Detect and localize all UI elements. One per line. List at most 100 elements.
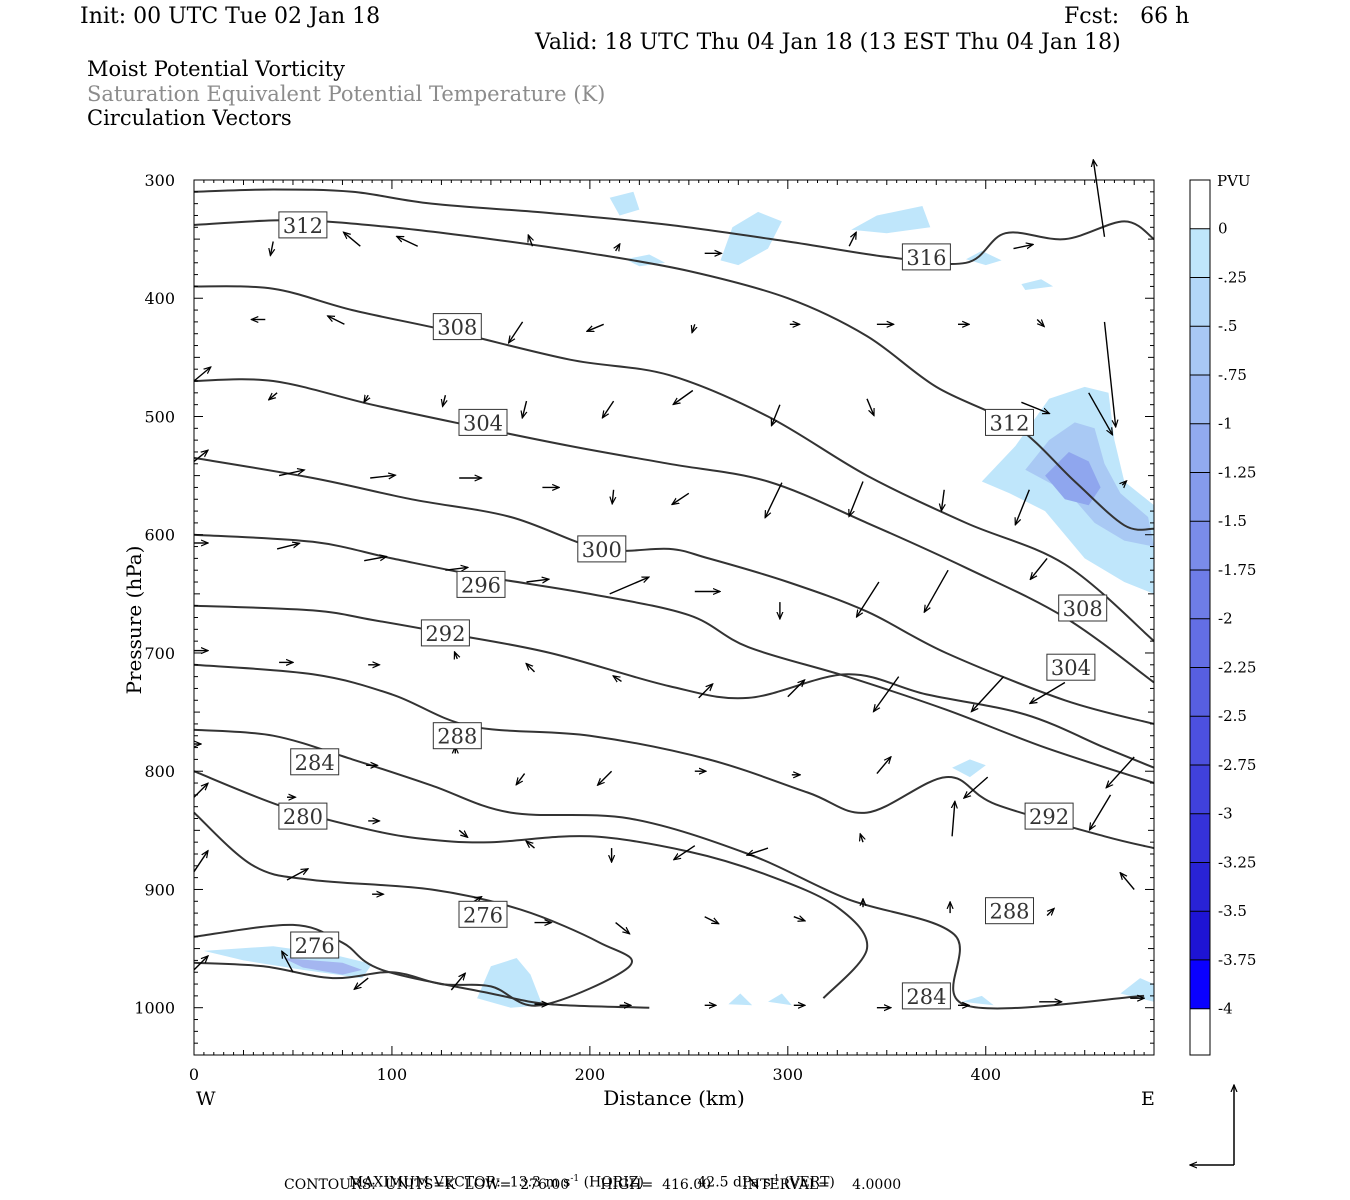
circulation-vector-52 [924,569,949,612]
colorbar-swatch-13 [1190,813,1210,863]
circulation-vector-46 [445,567,467,570]
circulation-vector-0 [270,241,273,256]
colorbar-swatch-0 [1190,180,1210,230]
contour-label-text: 300 [582,538,622,562]
theta-contour-304-8 [193,378,1155,684]
colorbar-label: -.5 [1218,317,1237,335]
colorbar-swatch-14 [1190,862,1210,912]
contour-label-288-10: 288 [432,722,482,750]
circulation-vector-38 [765,482,783,518]
contour-label-box [432,722,482,750]
colorbar-label: 0 [1218,220,1228,238]
y-tick-label: 300 [144,171,175,190]
forecast-hour: Fcst: 66 h [1064,4,1190,29]
max-vector-line: MAXIMUM VECTOR: 13.3 m s-1 (HORIZ) 42.5 … [340,1158,835,1191]
vert-unit: (VERT) [779,1174,835,1191]
circulation-vector-3 [528,235,532,247]
circulation-vector-20 [193,367,211,382]
theta-contour-316-11 [193,188,1155,266]
circulation-vector-30 [1021,401,1049,413]
circulation-vector-51 [857,581,880,617]
circulation-vector-63 [971,676,1005,712]
pv-region-8 [1021,279,1054,290]
circulation-vector-69 [516,773,526,785]
pv-region-13 [728,993,753,1006]
init-time: Init: 00 UTC Tue 02 Jan 18 [80,4,381,29]
contour-label-box [985,897,1034,925]
circulation-vector-27 [772,404,781,426]
circulation-vector-19 [1036,319,1044,327]
pv-region-16 [1120,978,1154,1002]
contour-label-box [1058,594,1108,622]
colorbar-swatch-10 [1190,667,1210,717]
colorbar-unit: PVU [1217,172,1251,190]
circulation-vector-42 [1122,481,1126,485]
contour-label-text: 316 [906,246,946,270]
circulation-vector-2 [397,236,418,247]
contour-label-300-5: 300 [577,535,627,563]
theta-contour-296-6 [193,533,1155,784]
y-tick-label: 900 [144,881,175,900]
colorbar-label: -3.5 [1218,902,1247,920]
colorbar-label: -.75 [1218,366,1247,384]
contour-label-284-11: 284 [290,748,340,776]
contour-label-text: 276 [463,903,503,927]
contours-info: CONTOURS: UNITS=K LOW= 276.00 HIGH= 416.… [284,1177,902,1193]
circulation-vector-102 [450,973,465,991]
contour-label-text: 284 [295,751,335,775]
colorbar-swatch-8 [1190,570,1210,620]
circulation-vector-14 [587,323,604,331]
pv-region-14 [768,993,792,1006]
contour-label-316-1: 316 [901,243,951,271]
pv-region-4 [851,206,931,234]
theta-contour-284-3 [193,728,1145,1010]
circulation-vector-33 [370,475,395,478]
circulation-vector-93 [704,916,719,924]
contour-label-box [577,535,627,563]
colorbar-swatch-1 [1190,228,1210,278]
valid-time: Valid: 18 UTC Thu 04 Jan 18 (13 EST Thu … [535,30,1121,55]
circulation-vector-24 [522,400,526,418]
circulation-vector-75 [1090,794,1112,830]
contour-label-text: 312 [283,214,323,238]
contour-label-text: 304 [1051,656,1091,680]
contour-label-text: 284 [906,985,946,1009]
theta-contour-276-1 [193,811,633,1007]
contour-label-292-8: 292 [420,619,470,647]
circulation-vector-48 [609,576,649,595]
contour-label-text: 276 [295,934,335,958]
colorbar-label: -.25 [1218,269,1247,287]
contour-label-box [432,313,482,341]
circulation-vector-76 [1106,756,1135,788]
horiz-unit: (HORIZ) [579,1174,644,1191]
colorbar-label: -3.25 [1218,854,1256,872]
east-label: E [1141,1088,1155,1110]
colorbar-frame [1189,179,1211,1056]
y-tick-label: 700 [144,644,175,663]
circulation-vector-45 [364,557,386,562]
circulation-vector-12 [328,316,345,325]
contour-label-304-3: 304 [458,408,508,436]
circulation-vector-85 [860,834,863,843]
colorbar-label: -2.25 [1218,659,1256,677]
colorbar-label: -1.75 [1218,561,1256,579]
circulation-vector-29 [1088,392,1113,435]
circulation-vector-70 [598,770,613,785]
circulation-vector-53 [1030,557,1048,579]
circulation-vector-8 [1013,244,1034,248]
circulation-vector-86 [952,801,955,837]
circulation-vector-81 [526,841,535,849]
circulation-vector-13 [509,321,524,343]
contour-label-308-2: 308 [432,313,482,341]
circulation-vector-57 [455,652,458,659]
pv-region-11 [283,958,363,975]
contour-label-box [985,408,1034,436]
contour-label-text: 280 [283,805,323,829]
contour-label-292-13: 292 [1024,802,1074,830]
circulation-vector-36 [612,489,613,504]
contour-label-text: 296 [461,573,501,597]
contour-label-text: 308 [437,316,477,340]
contour-label-288-15: 288 [985,897,1034,925]
circulation-vector-101 [354,977,369,989]
max-vector-horiz: 13.3 m s [509,1174,571,1191]
